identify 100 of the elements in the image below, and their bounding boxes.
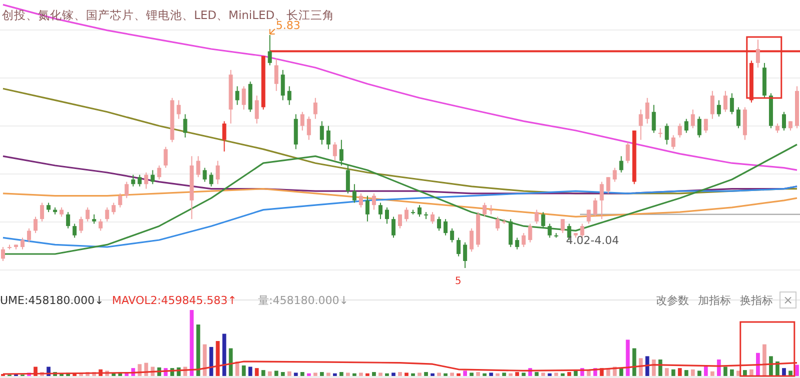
candlestick <box>437 216 442 232</box>
bar <box>554 372 558 376</box>
candlestick <box>176 100 181 120</box>
candlestick <box>242 86 246 110</box>
bar <box>404 372 408 376</box>
bar <box>268 371 272 376</box>
text: 改参数 <box>656 294 689 307</box>
candlestick <box>626 142 630 164</box>
bar <box>684 370 688 376</box>
candlestick <box>384 206 389 224</box>
candlestick <box>112 202 116 215</box>
candlestick <box>358 192 363 208</box>
candlestick <box>352 184 356 204</box>
candlestick <box>548 223 552 238</box>
candlestick <box>378 202 382 220</box>
bar <box>743 370 747 376</box>
candlestick <box>612 167 617 182</box>
candlestick <box>40 202 44 222</box>
bar <box>339 372 344 376</box>
candlestick <box>280 69 285 101</box>
bar <box>664 368 669 376</box>
candlestick <box>86 206 90 222</box>
candlestick <box>306 116 311 140</box>
candlestick <box>450 228 454 243</box>
candlestick <box>196 156 200 178</box>
bar <box>254 368 259 376</box>
bar <box>704 365 708 376</box>
text: × <box>783 293 794 307</box>
bar <box>300 372 304 376</box>
candlestick <box>756 39 760 68</box>
bar <box>437 372 441 376</box>
candlestick <box>222 120 226 152</box>
bar <box>782 368 786 376</box>
bar <box>502 372 506 376</box>
candlestick <box>320 120 324 146</box>
candlestick <box>690 109 695 129</box>
candlestick <box>98 218 103 232</box>
candlestick <box>144 172 148 190</box>
candlestick <box>463 242 468 268</box>
candlestick <box>619 156 624 173</box>
candlestick <box>138 174 142 187</box>
bar <box>385 373 389 376</box>
bar <box>723 366 728 376</box>
candlestick <box>470 228 474 252</box>
candlestick <box>346 164 350 194</box>
bar <box>697 370 702 376</box>
bar <box>788 370 792 376</box>
bar <box>762 344 766 376</box>
candlestick <box>671 134 676 150</box>
candlestick <box>522 232 526 248</box>
candlestick <box>326 125 330 150</box>
candlestick <box>489 204 494 215</box>
bar <box>534 372 539 376</box>
candlestick <box>444 218 448 236</box>
bar <box>476 372 480 376</box>
candlestick <box>398 214 402 229</box>
bar <box>444 373 448 376</box>
candlestick <box>313 97 318 120</box>
text: 量:458180.000↓ <box>258 294 348 307</box>
bar <box>398 372 402 376</box>
candlestick <box>268 34 272 66</box>
bar <box>320 372 324 376</box>
candlestick <box>736 106 740 129</box>
candlestick <box>124 181 129 199</box>
bar <box>750 369 754 376</box>
candlestick <box>704 118 708 134</box>
bar <box>242 365 246 376</box>
bar <box>346 372 350 376</box>
bar <box>795 364 799 376</box>
bar <box>261 370 266 376</box>
candlestick <box>1 246 5 262</box>
bar <box>313 372 318 376</box>
candlestick <box>372 192 376 210</box>
bar <box>522 372 526 376</box>
bar <box>541 372 546 376</box>
candlestick <box>391 216 396 238</box>
bar <box>450 372 454 376</box>
candlestick <box>72 223 77 238</box>
candlestick <box>430 212 435 224</box>
bar <box>489 372 494 376</box>
bar <box>378 372 382 376</box>
candlestick <box>118 192 122 208</box>
candlestick <box>586 209 591 224</box>
candlestick <box>34 216 38 234</box>
bar <box>418 372 422 376</box>
annotation: 4.02-4.04 <box>566 234 619 247</box>
bar <box>332 373 337 376</box>
bar <box>424 372 428 376</box>
bar <box>430 373 434 376</box>
bar <box>366 373 370 376</box>
candlestick <box>684 118 688 134</box>
bar <box>359 372 363 376</box>
bar <box>508 373 513 376</box>
candlestick <box>658 128 662 138</box>
bar <box>294 372 298 376</box>
candlestick <box>710 90 714 120</box>
candlestick <box>534 209 539 224</box>
candlestick <box>678 123 682 138</box>
candlestick <box>775 123 780 134</box>
candlestick <box>27 228 32 243</box>
